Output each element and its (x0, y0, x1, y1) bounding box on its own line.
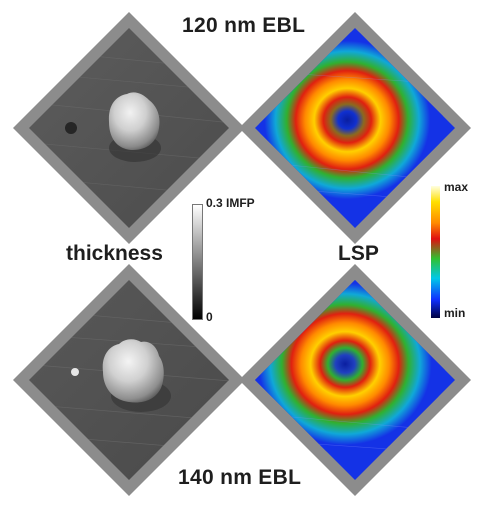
thickness-map-140nm (13, 264, 245, 496)
lsp-label: LSP (338, 242, 379, 265)
bottom-title: 140 nm EBL (178, 466, 302, 489)
lsp-colorbar (431, 186, 440, 318)
thickness-label: thickness (66, 242, 163, 265)
lsp-map-140nm (239, 264, 471, 496)
thickness-colorbar-min-label: 0 (206, 310, 213, 324)
top-title: 120 nm EBL (182, 14, 306, 37)
thickness-colorbar (192, 204, 203, 320)
lsp-colorbar-max-label: max (444, 180, 469, 194)
thickness-colorbar-max-label: 0.3 IMFP (206, 196, 255, 210)
thickness-map-120nm (13, 12, 245, 244)
lsp-colorbar-min-label: min (444, 306, 466, 320)
lsp-map-120nm (239, 12, 471, 244)
